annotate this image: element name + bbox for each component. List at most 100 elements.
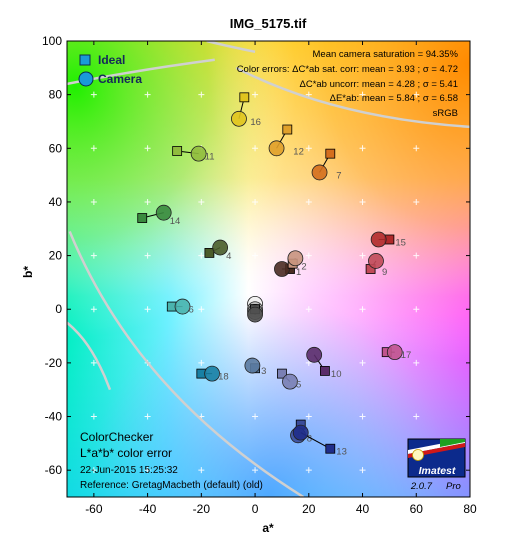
caption-subtitle: L*a*b* color error <box>80 446 172 460</box>
x-tick-label: 0 <box>252 502 259 516</box>
gamut-curve-left <box>67 321 112 391</box>
caption-title: ColorChecker <box>80 430 153 444</box>
grid-cross <box>90 413 97 420</box>
x-tick-label: -40 <box>139 502 157 516</box>
camera-marker-3 <box>244 357 261 374</box>
plot-background <box>67 41 470 497</box>
logo-name: Imatest <box>419 465 456 477</box>
grid-cross <box>305 413 312 420</box>
patch-label-1: 1 <box>296 267 301 278</box>
x-tick-label: 40 <box>356 502 370 516</box>
camera-marker-2 <box>287 250 304 267</box>
grid-cross <box>198 198 205 205</box>
grid-cross <box>252 198 259 205</box>
chart-title: IMG_5175.tif <box>230 16 307 31</box>
patch-label-12: 12 <box>293 146 304 157</box>
grid-cross <box>305 359 312 366</box>
grid-cross <box>90 467 97 474</box>
grid-cross <box>359 359 366 366</box>
grid-cross <box>413 252 420 259</box>
gamut-curve-top-right <box>235 66 470 129</box>
x-tick-label: 60 <box>410 502 424 516</box>
x-axis-label: a* <box>262 521 274 535</box>
grid-cross <box>252 252 259 259</box>
camera-marker-10 <box>306 346 323 363</box>
grid-cross <box>252 91 259 98</box>
patch-label-18: 18 <box>218 372 229 383</box>
patch-label-8: 8 <box>307 433 312 444</box>
y-tick-label: 60 <box>49 141 63 155</box>
patch-label-5: 5 <box>296 380 301 391</box>
stats-sat-corr: Color errors: ΔC*ab sat. corr: mean = 3.… <box>237 64 458 75</box>
axis-ticks: -60 -40 -20 0 20 40 60 80 -60 -40 -20 0 20 40 60 80 100 <box>42 34 477 516</box>
caption-reference: Reference: GretagMacbeth (default) (old) <box>80 480 263 491</box>
y-tick-label: 0 <box>55 302 62 316</box>
y-tick-label: -40 <box>45 410 63 424</box>
camera-marker-6 <box>174 298 191 315</box>
y-tick-label: 20 <box>49 249 63 263</box>
grid-cross <box>252 145 259 152</box>
patch-label-7: 7 <box>336 170 341 181</box>
gamut-curve-top <box>206 41 256 53</box>
legend-ideal-marker <box>79 54 91 66</box>
grid-cross <box>90 252 97 259</box>
ideal-marker-14 <box>137 213 148 223</box>
camera-marker-12 <box>268 140 285 157</box>
grid-cross <box>413 198 420 205</box>
grid-cross <box>144 413 151 420</box>
grid-cross <box>90 145 97 152</box>
plot-frame <box>66 40 471 498</box>
caption-block: ColorChecker L*a*b* color error 22-Jun-2… <box>80 430 263 491</box>
x-tick-label: 80 <box>463 502 477 516</box>
patch-label-17: 17 <box>401 350 412 361</box>
grid-cross <box>305 145 312 152</box>
imatest-logo: Imatest 2.0.7 Pro <box>407 438 466 492</box>
patch-label-3: 3 <box>261 366 266 377</box>
camera-marker-15 <box>370 231 387 248</box>
ideal-marker-7 <box>325 148 336 159</box>
patch-label-16: 16 <box>250 117 261 128</box>
grid-cross <box>144 306 151 313</box>
camera-marker-neutral-21 <box>247 306 263 323</box>
y-axis-label: b* <box>21 266 35 278</box>
grid-cross <box>413 359 420 366</box>
patch-label-9: 9 <box>382 267 387 278</box>
y-tick-label: 80 <box>49 88 63 102</box>
grid-cross <box>359 91 366 98</box>
ideal-marker-10 <box>320 366 330 376</box>
legend-camera-label: Camera <box>98 72 142 86</box>
stats-colorspace: sRGB <box>433 108 458 119</box>
patch-label-11: 11 <box>205 152 215 163</box>
ideal-marker-16 <box>239 92 250 103</box>
grid-cross <box>359 467 366 474</box>
x-tick-label: -60 <box>85 502 103 516</box>
grid-cross <box>413 145 420 152</box>
grid-cross <box>198 359 205 366</box>
grid-cross <box>359 413 366 420</box>
camera-marker-4 <box>212 239 229 256</box>
logo-edition: Pro <box>446 481 461 492</box>
patch-label-2: 2 <box>301 262 306 273</box>
camera-marker-1 <box>274 261 290 277</box>
grid-cross <box>144 252 151 259</box>
patch-label-13: 13 <box>336 447 347 458</box>
camera-marker-13 <box>292 424 309 441</box>
grid-cross <box>144 467 151 474</box>
patch-label-15: 15 <box>395 237 406 248</box>
grid-cross <box>90 359 97 366</box>
camera-marker-11 <box>190 145 207 162</box>
stats-saturation: Mean camera saturation = 94.35% <box>313 49 459 60</box>
grid-cross <box>305 252 312 259</box>
camera-marker-18 <box>204 365 220 382</box>
x-tick-label: 20 <box>302 502 316 516</box>
grid-cross <box>413 91 420 98</box>
grid-cross <box>359 145 366 152</box>
y-tick-label: -20 <box>45 356 63 370</box>
grid-cross <box>359 252 366 259</box>
grid-cross <box>359 306 366 313</box>
caption-date: 22-Jun-2015 15:25:32 <box>80 465 178 476</box>
grid-cross <box>252 413 259 420</box>
grid-cross <box>305 306 312 313</box>
